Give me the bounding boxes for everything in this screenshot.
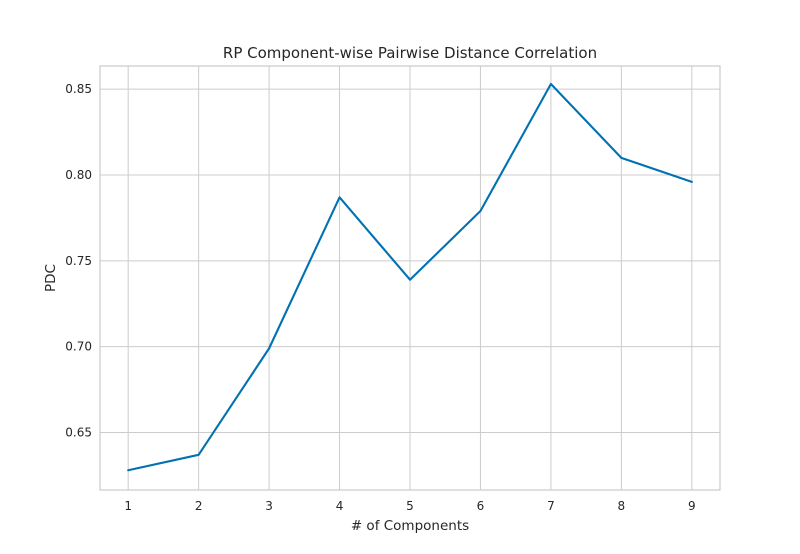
data-point [549,82,553,86]
plot-frame [99,65,721,491]
y-tick-label: 0.65 [65,425,92,439]
data-point [619,156,623,160]
x-tick-label: 9 [688,499,696,513]
x-tick-label: 5 [406,499,414,513]
data-point [478,209,482,213]
series-layer [126,82,694,472]
data-point [690,180,694,184]
x-tick-label: 7 [547,499,555,513]
data-point [338,195,342,199]
y-tick-label: 0.70 [65,340,92,354]
series-line [127,82,693,472]
x-tick-label: 8 [618,499,626,513]
y-tick-label: 0.80 [65,168,92,182]
y-tick-label: 0.75 [65,254,92,268]
x-tick-label: 4 [336,499,344,513]
y-tick-labels: 0.65 0.70 0.75 0.80 0.85 [65,82,92,439]
y-axis-label: PDC [43,264,59,292]
data-point [126,468,130,472]
data-point [408,278,412,282]
x-tick-label: 2 [195,499,203,513]
x-tick-labels: 1 2 3 4 5 6 7 8 9 [124,499,695,513]
data-point [197,453,201,457]
chart-title: RP Component-wise Pairwise Distance Corr… [223,44,597,62]
grid-lines [100,66,720,490]
x-tick-label: 3 [265,499,273,513]
x-tick-label: 1 [124,499,132,513]
y-tick-label: 0.85 [65,82,92,96]
x-tick-label: 6 [477,499,485,513]
x-axis-label: # of Components [351,518,469,534]
data-point [267,346,271,350]
